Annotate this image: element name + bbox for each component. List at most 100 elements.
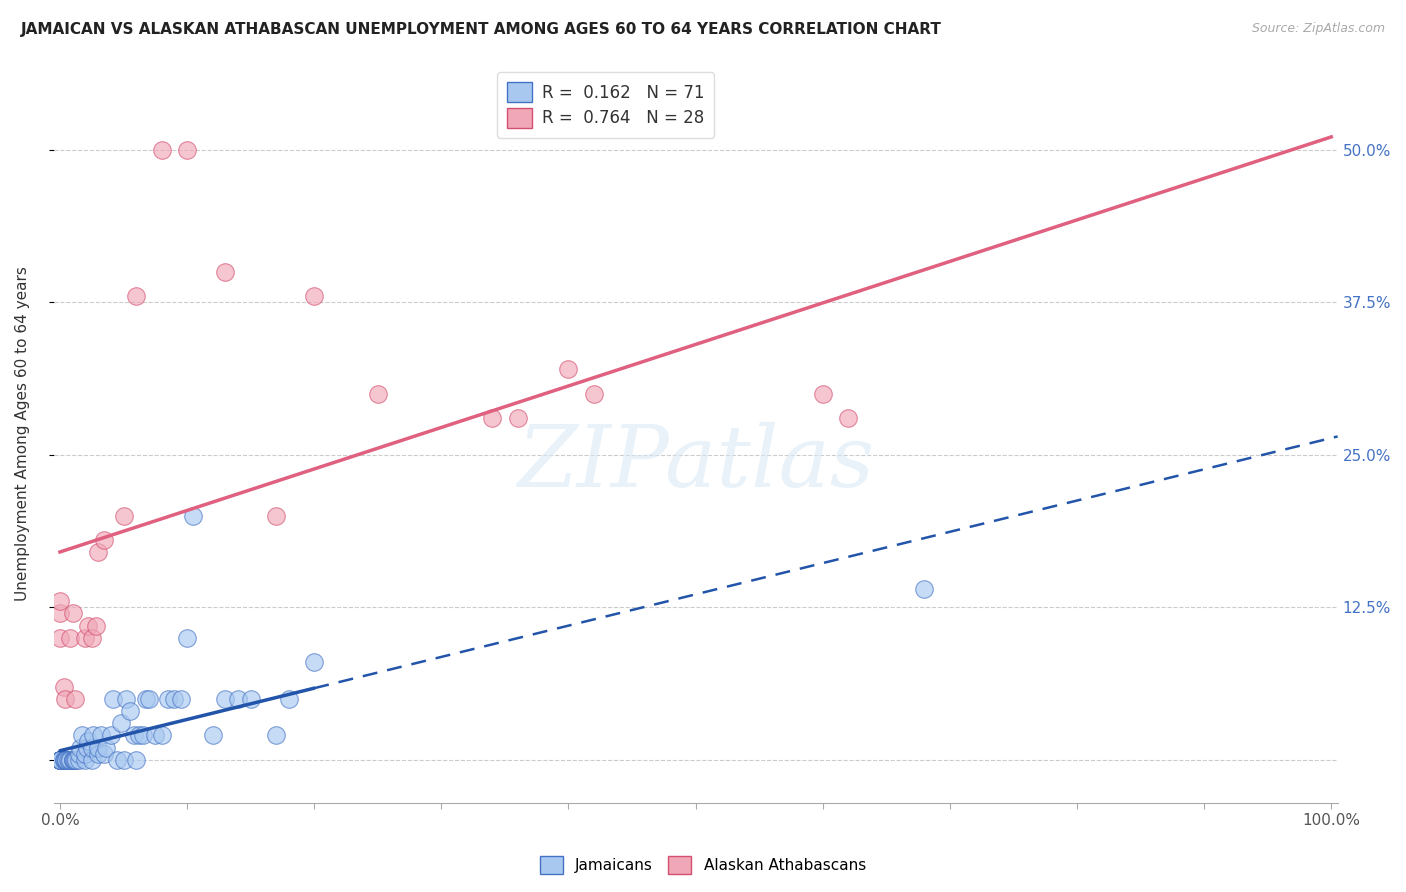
Point [56,753,79,767]
Point [100,728,122,742]
Point [367,386,389,401]
Point [105,753,128,767]
Point [150,728,173,742]
Point [176,143,198,157]
Point [201,728,224,742]
Point [226,691,249,706]
Point [49,753,72,767]
Point [103,691,125,706]
Point [49,753,72,767]
Point [80,740,103,755]
Point [811,386,834,401]
Point [53,753,76,767]
Point [837,411,859,425]
Point [112,508,135,523]
Point [128,728,150,742]
Point [214,691,236,706]
Point [49,753,72,767]
Point [110,716,132,731]
Point [65,753,87,767]
Point [80,631,103,645]
Point [506,411,529,425]
Point [49,753,72,767]
Point [87,740,110,755]
Point [63,753,86,767]
Point [62,607,84,621]
Point [557,362,579,376]
Point [125,289,148,303]
Y-axis label: Unemployment Among Ages 60 to 64 years: Unemployment Among Ages 60 to 64 years [15,266,30,600]
Point [214,264,236,278]
Point [264,508,287,523]
Point [76,740,98,755]
Point [59,753,82,767]
Point [135,691,157,706]
Point [115,691,138,706]
Point [49,753,72,767]
Point [77,734,100,748]
Legend: R =  0.162   N = 71, R =  0.764   N = 28: R = 0.162 N = 71, R = 0.764 N = 28 [496,72,714,137]
Point [52,680,75,694]
Point [94,740,117,755]
Point [75,753,97,767]
Point [52,753,75,767]
Point [65,691,87,706]
Point [93,533,115,547]
Point [75,747,97,761]
Point [49,753,72,767]
Point [58,753,80,767]
Point [49,607,72,621]
Point [55,753,77,767]
Point [65,753,87,767]
Text: Source: ZipAtlas.com: Source: ZipAtlas.com [1251,22,1385,36]
Point [302,655,325,669]
Point [62,753,84,767]
Point [53,691,76,706]
Point [122,728,145,742]
Point [163,691,186,706]
Point [67,753,90,767]
Point [82,728,104,742]
Point [277,691,299,706]
Point [138,691,160,706]
Point [914,582,936,596]
Point [90,728,112,742]
Point [49,753,72,767]
Point [49,753,72,767]
Point [67,747,90,761]
Point [143,728,166,742]
Point [59,631,82,645]
Point [49,753,72,767]
Point [69,740,91,755]
Text: JAMAICAN VS ALASKAN ATHABASCAN UNEMPLOYMENT AMONG AGES 60 TO 64 YEARS CORRELATIO: JAMAICAN VS ALASKAN ATHABASCAN UNEMPLOYM… [21,22,942,37]
Point [170,691,193,706]
Text: ZIPatlas: ZIPatlas [517,422,875,504]
Point [239,691,262,706]
Point [70,728,93,742]
Point [150,143,173,157]
Point [62,753,84,767]
Point [481,411,503,425]
Point [49,753,72,767]
Point [176,631,198,645]
Point [582,386,605,401]
Point [84,618,107,632]
Point [77,618,100,632]
Point [93,747,115,761]
Point [118,704,141,718]
Point [49,753,72,767]
Point [55,753,77,767]
Legend: Jamaicans, Alaskan Athabascans: Jamaicans, Alaskan Athabascans [534,850,872,880]
Point [157,691,180,706]
Point [87,747,110,761]
Point [87,545,110,559]
Point [80,753,103,767]
Point [62,753,84,767]
Point [49,594,72,608]
Point [264,728,287,742]
Point [131,728,153,742]
Point [112,753,135,767]
Point [125,753,148,767]
Point [302,289,325,303]
Point [49,753,72,767]
